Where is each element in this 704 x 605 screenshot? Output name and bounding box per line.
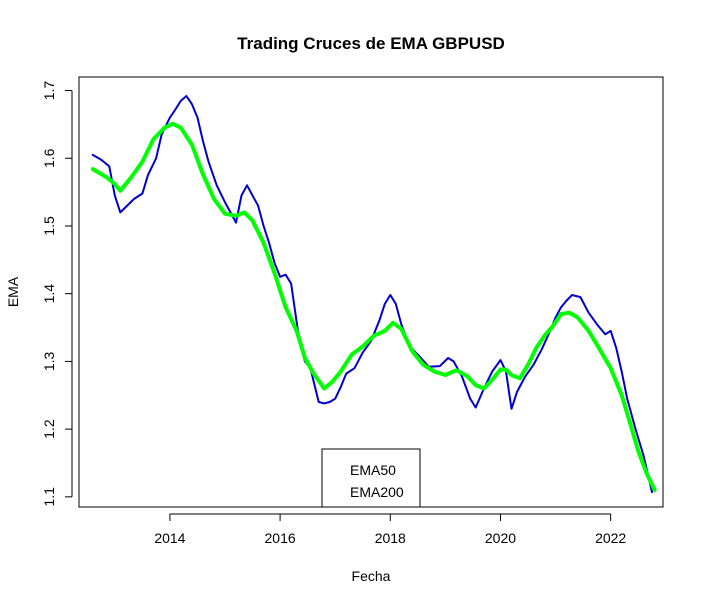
y-tick-label: 1.2 bbox=[41, 419, 57, 439]
series-line-ema50 bbox=[91, 95, 653, 494]
x-tick-label: 2022 bbox=[595, 530, 626, 546]
legend-entry-ema50: EMA50 bbox=[350, 462, 396, 478]
x-axis: 2014 2016 2018 2020 2022 bbox=[154, 513, 626, 546]
y-tick-label: 1.1 bbox=[41, 487, 57, 507]
y-axis: 1.1 1.2 1.3 1.4 1.5 1.6 1.7 bbox=[41, 81, 73, 507]
x-tick-label: 2020 bbox=[485, 530, 516, 546]
y-tick-label: 1.3 bbox=[41, 351, 57, 371]
x-tick-label: 2016 bbox=[265, 530, 296, 546]
legend: EMA50 EMA200 bbox=[321, 448, 421, 508]
y-tick-label: 1.7 bbox=[41, 81, 57, 101]
y-tick-label: 1.6 bbox=[41, 148, 57, 168]
legend-entry-ema200: EMA200 bbox=[350, 484, 404, 500]
y-tick-label: 1.4 bbox=[41, 284, 57, 304]
series-line-ema200 bbox=[90, 121, 657, 493]
x-tick-label: 2018 bbox=[375, 530, 406, 546]
legend-box bbox=[321, 448, 421, 508]
y-tick-label: 1.5 bbox=[41, 216, 57, 236]
series-layer bbox=[90, 95, 657, 494]
x-axis-label: Fecha bbox=[352, 568, 391, 584]
y-axis-label: EMA bbox=[5, 276, 21, 307]
chart-title: Trading Cruces de EMA GBPUSD bbox=[237, 34, 505, 53]
x-tick-label: 2014 bbox=[154, 530, 185, 546]
